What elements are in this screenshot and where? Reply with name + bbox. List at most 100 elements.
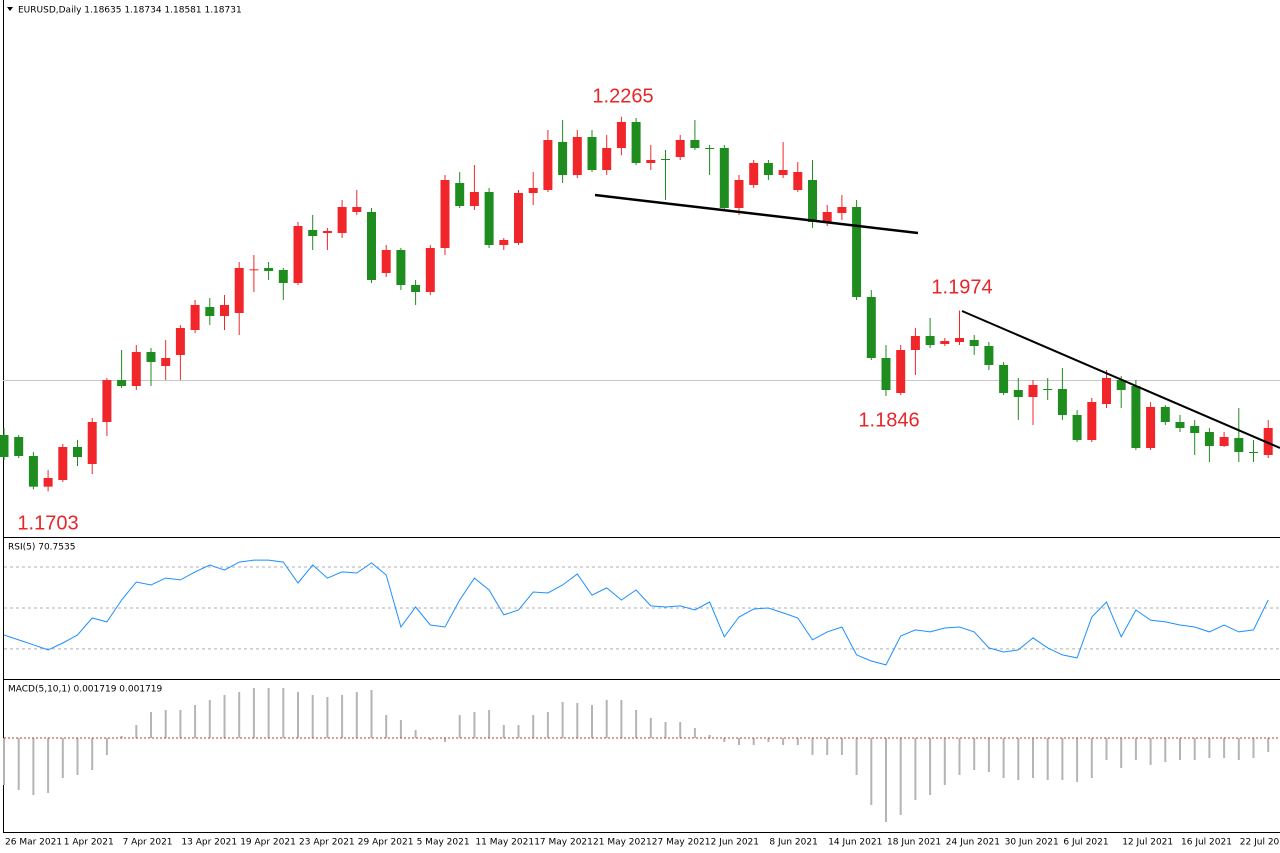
candle-body: [1190, 426, 1200, 433]
rsi-line: [3, 559, 1269, 666]
candle-body: [1028, 385, 1038, 397]
candle-body: [837, 207, 847, 213]
candle-body: [646, 160, 656, 163]
x-tick-label: 19 Apr 2021: [240, 838, 296, 848]
candle-body: [661, 159, 670, 160]
candle-body: [690, 140, 700, 148]
candle-body: [999, 365, 1009, 393]
candle-body: [58, 447, 68, 480]
candle-body: [308, 230, 318, 236]
rsi-header: RSI(5) 70.7535: [8, 543, 75, 553]
candle-body: [469, 192, 479, 206]
trendline: [961, 310, 1280, 449]
candle-body: [234, 268, 244, 313]
candle-body: [440, 180, 450, 248]
x-tick-label: 27 May 2021: [652, 838, 711, 848]
candle-body: [87, 422, 97, 464]
candle-body: [940, 341, 950, 344]
candle-body: [337, 207, 347, 233]
candle-body: [852, 207, 862, 297]
candle-body: [763, 163, 773, 175]
candle-body: [0, 435, 9, 457]
candle-body: [719, 148, 729, 208]
candle-body: [1146, 407, 1156, 448]
candle-body: [1204, 432, 1214, 446]
macd-header: MACD(5,10,1) 0.001719 0.001719: [8, 685, 163, 695]
candle-body: [705, 148, 715, 149]
candle-body: [293, 226, 303, 283]
candle-body: [411, 285, 421, 292]
candle-body: [910, 336, 920, 350]
candle-body: [1043, 389, 1053, 390]
candle-body: [131, 352, 141, 386]
candle-body: [602, 148, 612, 170]
candle-body: [117, 380, 127, 386]
candle-body: [1234, 438, 1244, 452]
candle-body: [734, 180, 744, 208]
candle-body: [1013, 390, 1023, 397]
annotation: 1.1846: [858, 409, 919, 431]
x-tick-label: 16 Jul 2021: [1181, 838, 1232, 848]
x-tick-label: 8 Jun 2021: [769, 838, 817, 848]
candle-body: [1057, 389, 1067, 415]
candle-body: [778, 170, 788, 175]
candle-body: [1175, 422, 1185, 428]
x-tick-label: 29 Apr 2021: [358, 838, 414, 848]
candle-body: [514, 193, 523, 243]
marks: 26 Mar 2021 1 Apr 2021 7 Apr 2021 13 Apr 20…: [0, 116, 1280, 848]
candle-body: [190, 305, 200, 330]
candle-body: [1160, 407, 1170, 422]
candle-body: [969, 340, 979, 346]
x-tick-label: 23 Apr 2021: [299, 838, 355, 848]
annotation: 1.1703: [17, 512, 78, 534]
candle-body: [322, 231, 332, 233]
candle-body: [1249, 452, 1258, 453]
annotation: 1.2265: [592, 85, 653, 107]
candle-body: [220, 305, 229, 316]
candle-body: [925, 336, 935, 345]
candle-body: [528, 188, 538, 193]
x-tick-label: 21 May 2021: [593, 838, 652, 848]
annotation: 1.1974: [931, 276, 992, 298]
candle-body: [749, 163, 759, 185]
x-tick-label: 2 Jun 2021: [711, 838, 759, 848]
x-tick-label: 13 Apr 2021: [181, 838, 237, 848]
candle-body: [896, 350, 906, 393]
candle-body: [793, 172, 803, 190]
x-tick-label: 14 Jun 2021: [828, 838, 882, 848]
x-tick-label: 18 Jun 2021: [887, 838, 941, 848]
candle-body: [249, 269, 259, 271]
candle-body: [587, 137, 597, 170]
candle-body: [1087, 402, 1097, 440]
x-tick-label: 22 Jul 2021: [1240, 838, 1280, 848]
candle-body: [1102, 378, 1111, 404]
candle-body: [43, 478, 53, 487]
chart-header: EURUSD,Daily 1.18635 1.18734 1.18581 1.1…: [18, 6, 242, 16]
x-tick-label: 26 Mar 2021: [5, 838, 62, 848]
x-tick-label: 24 Jun 2021: [946, 838, 1000, 848]
candle-body: [367, 212, 376, 280]
candle-body: [616, 122, 626, 148]
header-arrow: [7, 7, 13, 11]
candle-body: [1219, 437, 1229, 446]
candle-body: [396, 250, 406, 285]
candle-body: [1131, 386, 1141, 448]
x-tick-label: 30 Jun 2021: [1005, 838, 1059, 848]
candle-body: [543, 140, 553, 190]
x-tick-label: 17 May 2021: [534, 838, 593, 848]
candle-body: [558, 142, 568, 175]
candle-body: [455, 183, 465, 206]
candle-body: [955, 338, 964, 342]
candle-body: [572, 137, 582, 175]
x-tick-label: 5 May 2021: [417, 838, 470, 848]
candle-body: [14, 437, 24, 456]
candle-body: [205, 307, 215, 316]
x-tick-label: 12 Jul 2021: [1122, 838, 1173, 848]
candle-body: [28, 456, 38, 487]
candle-body: [984, 346, 994, 365]
candle-body: [161, 358, 171, 366]
candle-body: [484, 192, 494, 245]
candle-body: [631, 122, 641, 163]
candle-body: [808, 180, 817, 222]
